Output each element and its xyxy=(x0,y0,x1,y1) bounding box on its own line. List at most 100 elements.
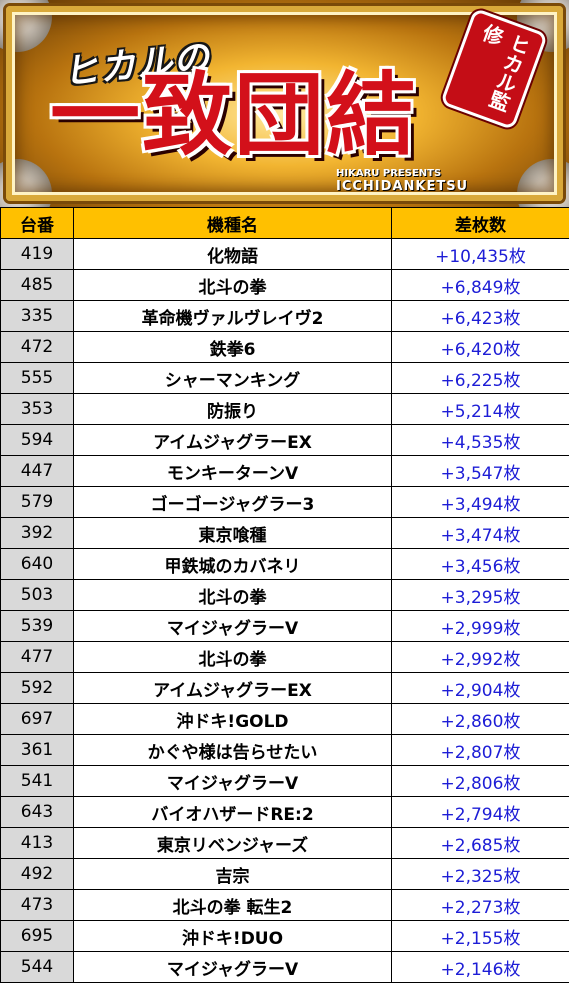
machine-name-cell: 吉宗 xyxy=(73,858,392,890)
table-row: 503 北斗の拳 +3,295枚 xyxy=(0,579,569,611)
machine-number-cell: 503 xyxy=(0,579,74,611)
machine-name-cell: 北斗の拳 転生2 xyxy=(73,889,392,921)
difference-cell: +2,904枚 xyxy=(391,672,569,704)
machine-name-cell: 北斗の拳 xyxy=(73,269,392,301)
machine-number-cell: 697 xyxy=(0,703,74,735)
machine-number-cell: 392 xyxy=(0,517,74,549)
machine-number-cell: 419 xyxy=(0,238,74,270)
machine-name-cell: 甲鉄城のカバネリ xyxy=(73,548,392,580)
difference-cell: +2,806枚 xyxy=(391,765,569,797)
gold-frame xyxy=(6,6,563,201)
table-row: 695 沖ドキ!DUO +2,155枚 xyxy=(0,920,569,952)
table-row: 555 シャーマンキング +6,225枚 xyxy=(0,362,569,394)
machine-number-cell: 640 xyxy=(0,548,74,580)
machine-name-cell: マイジャグラーV xyxy=(73,765,392,797)
machine-name-cell: バイオハザードRE:2 xyxy=(73,796,392,828)
machine-number-cell: 447 xyxy=(0,455,74,487)
header-difference: 差枚数 xyxy=(391,207,569,239)
machine-number-cell: 594 xyxy=(0,424,74,456)
machine-number-cell: 492 xyxy=(0,858,74,890)
event-banner: ヒカルの 一致団結 ヒカル監修 HIKARU PRESENTS ICCHIDAN… xyxy=(0,0,569,207)
difference-cell: +2,992枚 xyxy=(391,641,569,673)
machine-number-cell: 643 xyxy=(0,796,74,828)
difference-cell: +3,547枚 xyxy=(391,455,569,487)
table-row: 361 かぐや様は告らせたい +2,807枚 xyxy=(0,734,569,766)
machine-name-cell: マイジャグラーV xyxy=(73,951,392,983)
difference-cell: +6,420枚 xyxy=(391,331,569,363)
machine-name-cell: 革命機ヴァルヴレイヴ2 xyxy=(73,300,392,332)
banner-title: 一致団結 xyxy=(50,62,418,168)
table-row: 594 アイムジャグラーEX +4,535枚 xyxy=(0,424,569,456)
header-machine-name: 機種名 xyxy=(73,207,392,239)
machine-name-cell: ゴーゴージャグラー3 xyxy=(73,486,392,518)
difference-cell: +2,860枚 xyxy=(391,703,569,735)
table-row: 473 北斗の拳 転生2 +2,273枚 xyxy=(0,889,569,921)
difference-cell: +3,474枚 xyxy=(391,517,569,549)
table-row: 492 吉宗 +2,325枚 xyxy=(0,858,569,890)
caption-small: HIKARU PRESENTS xyxy=(336,168,442,179)
table-row: 697 沖ドキ!GOLD +2,860枚 xyxy=(0,703,569,735)
difference-cell: +3,456枚 xyxy=(391,548,569,580)
machine-number-cell: 555 xyxy=(0,362,74,394)
machine-number-cell: 695 xyxy=(0,920,74,952)
table-row: 353 防振り +5,214枚 xyxy=(0,393,569,425)
machine-name-cell: モンキーターンV xyxy=(73,455,392,487)
difference-cell: +2,685枚 xyxy=(391,827,569,859)
machine-number-cell: 544 xyxy=(0,951,74,983)
machine-name-cell: 北斗の拳 xyxy=(73,641,392,673)
header-machine-number: 台番 xyxy=(0,207,74,239)
table-row: 640 甲鉄城のカバネリ +3,456枚 xyxy=(0,548,569,580)
difference-cell: +10,435枚 xyxy=(391,238,569,270)
machine-name-cell: アイムジャグラーEX xyxy=(73,672,392,704)
machine-name-cell: 沖ドキ!GOLD xyxy=(73,703,392,735)
table-row: 579 ゴーゴージャグラー3 +3,494枚 xyxy=(0,486,569,518)
table-row: 447 モンキーターンV +3,547枚 xyxy=(0,455,569,487)
machine-name-cell: アイムジャグラーEX xyxy=(73,424,392,456)
machine-number-cell: 413 xyxy=(0,827,74,859)
difference-cell: +6,225枚 xyxy=(391,362,569,394)
machine-number-cell: 361 xyxy=(0,734,74,766)
difference-cell: +5,214枚 xyxy=(391,393,569,425)
banner-caption: HIKARU PRESENTS ICCHIDANKETSU xyxy=(336,168,468,194)
machine-name-cell: 鉄拳6 xyxy=(73,331,392,363)
header-row: 台番 機種名 差枚数 xyxy=(0,207,569,239)
difference-cell: +2,999枚 xyxy=(391,610,569,642)
difference-cell: +3,295枚 xyxy=(391,579,569,611)
caption-big: ICCHIDANKETSU xyxy=(336,179,469,194)
table-row: 643 バイオハザードRE:2 +2,794枚 xyxy=(0,796,569,828)
machine-number-cell: 541 xyxy=(0,765,74,797)
results-table: 台番 機種名 差枚数 419 化物語 +10,435枚 485 北斗の拳 +6,849枚 3… xyxy=(0,207,569,983)
table-row: 419 化物語 +10,435枚 xyxy=(0,238,569,270)
table-row: 592 アイムジャグラーEX +2,904枚 xyxy=(0,672,569,704)
table-row: 392 東京喰種 +3,474枚 xyxy=(0,517,569,549)
table-row: 477 北斗の拳 +2,992枚 xyxy=(0,641,569,673)
table-row: 544 マイジャグラーV +2,146枚 xyxy=(0,951,569,983)
difference-cell: +2,146枚 xyxy=(391,951,569,983)
machine-name-cell: かぐや様は告らせたい xyxy=(73,734,392,766)
difference-cell: +4,535枚 xyxy=(391,424,569,456)
difference-cell: +2,807枚 xyxy=(391,734,569,766)
machine-name-cell: 化物語 xyxy=(73,238,392,270)
machine-name-cell: シャーマンキング xyxy=(73,362,392,394)
machine-number-cell: 473 xyxy=(0,889,74,921)
difference-cell: +6,423枚 xyxy=(391,300,569,332)
difference-cell: +2,794枚 xyxy=(391,796,569,828)
table-row: 335 革命機ヴァルヴレイヴ2 +6,423枚 xyxy=(0,300,569,332)
table-row: 541 マイジャグラーV +2,806枚 xyxy=(0,765,569,797)
machine-number-cell: 353 xyxy=(0,393,74,425)
machine-number-cell: 539 xyxy=(0,610,74,642)
machine-name-cell: 沖ドキ!DUO xyxy=(73,920,392,952)
table-row: 539 マイジャグラーV +2,999枚 xyxy=(0,610,569,642)
machine-number-cell: 592 xyxy=(0,672,74,704)
difference-cell: +2,325枚 xyxy=(391,858,569,890)
difference-cell: +6,849枚 xyxy=(391,269,569,301)
machine-number-cell: 485 xyxy=(0,269,74,301)
machine-number-cell: 472 xyxy=(0,331,74,363)
table-row: 472 鉄拳6 +6,420枚 xyxy=(0,331,569,363)
machine-name-cell: マイジャグラーV xyxy=(73,610,392,642)
machine-number-cell: 579 xyxy=(0,486,74,518)
difference-cell: +2,155枚 xyxy=(391,920,569,952)
machine-name-cell: 東京リベンジャーズ xyxy=(73,827,392,859)
table-row: 485 北斗の拳 +6,849枚 xyxy=(0,269,569,301)
table-row: 413 東京リベンジャーズ +2,685枚 xyxy=(0,827,569,859)
